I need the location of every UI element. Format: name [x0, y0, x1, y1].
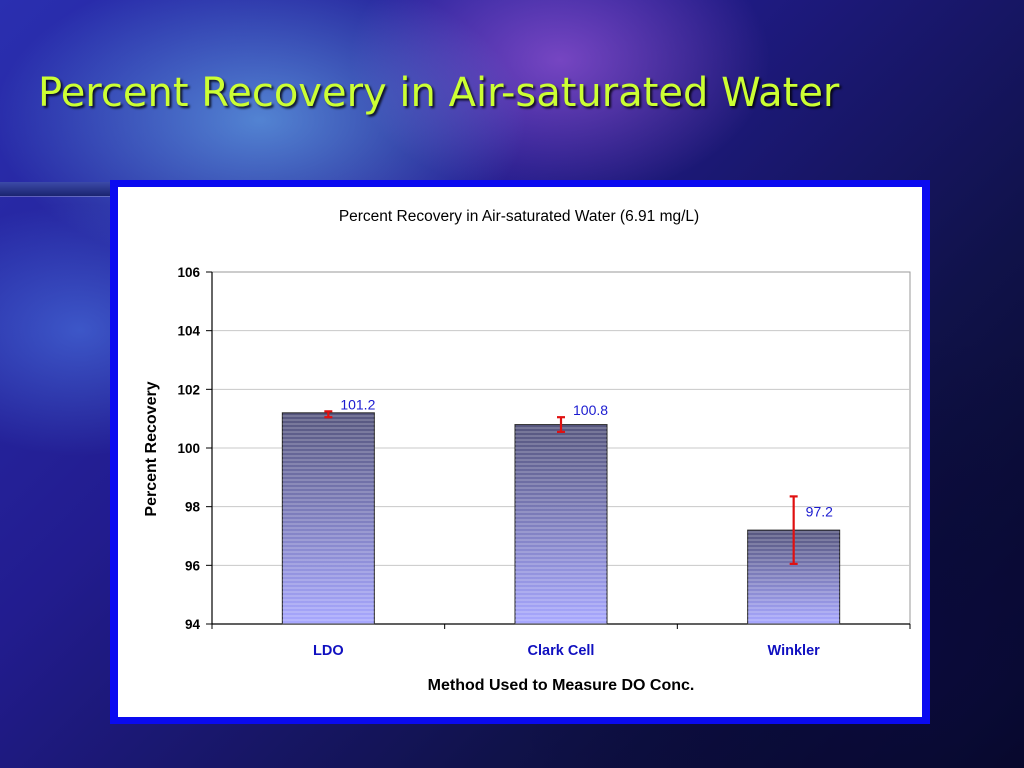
data-label: 100.8 — [573, 402, 608, 418]
y-axis-label: Percent Recovery — [143, 381, 160, 516]
slide-title: Percent Recovery in Air-saturated Water — [38, 70, 840, 116]
category-label: Clark Cell — [528, 643, 595, 659]
chart-title: Percent Recovery in Air-saturated Water … — [339, 208, 699, 225]
y-tick-label: 106 — [177, 265, 200, 280]
bar-texture — [282, 412, 375, 624]
data-label: 101.2 — [340, 396, 375, 412]
y-tick-label: 98 — [185, 500, 201, 515]
y-tick-label: 100 — [177, 441, 200, 456]
data-label: 97.2 — [806, 503, 833, 519]
bar-chart: Percent Recovery in Air-saturated Water … — [143, 208, 911, 694]
y-tick-label: 102 — [177, 382, 200, 397]
chart-area: Percent Recovery in Air-saturated Water … — [118, 187, 922, 717]
y-tick-label: 94 — [185, 617, 201, 632]
category-label: LDO — [313, 643, 344, 659]
bar-texture — [515, 424, 607, 624]
category-label: Winkler — [768, 643, 821, 659]
y-tick-label: 104 — [177, 324, 200, 339]
y-tick-label: 96 — [185, 558, 201, 573]
decorative-bar — [0, 182, 112, 196]
x-axis-label: Method Used to Measure DO Conc. — [428, 677, 695, 694]
